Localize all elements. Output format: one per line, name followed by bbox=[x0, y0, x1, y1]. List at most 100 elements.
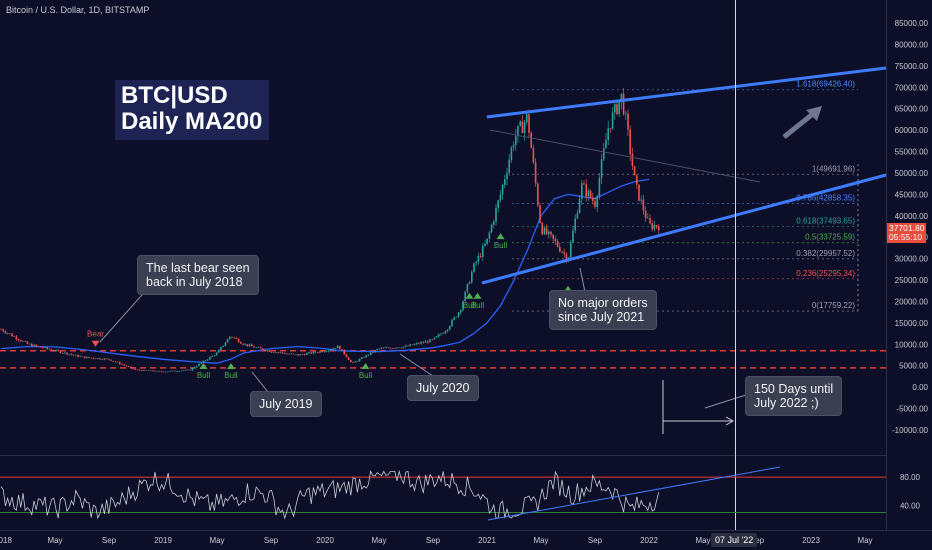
bull-marker[interactable]: Bull bbox=[463, 292, 477, 310]
date-range-measure[interactable] bbox=[662, 380, 735, 434]
fib-label-2: 0.786(42858.35) bbox=[796, 194, 855, 203]
title-line-2: Daily MA200 bbox=[121, 108, 263, 135]
symbol-header[interactable]: Bitcoin / U.S. Dollar, 1D, BITSTAMP bbox=[6, 5, 150, 15]
candle bbox=[396, 347, 398, 349]
candle bbox=[9, 333, 11, 335]
callout-no-orders[interactable]: No major orders since July 2021 bbox=[550, 291, 656, 329]
channel-lower-line[interactable] bbox=[481, 173, 887, 285]
candle bbox=[475, 260, 477, 267]
candle bbox=[171, 370, 174, 372]
candle bbox=[323, 351, 326, 353]
candle bbox=[653, 220, 656, 232]
time-tick: Sep bbox=[588, 536, 603, 545]
candle bbox=[629, 125, 631, 162]
candle bbox=[444, 330, 447, 335]
rsi-tick: 80.00 bbox=[900, 473, 921, 482]
candle bbox=[292, 353, 295, 355]
rsi-trendline[interactable] bbox=[487, 466, 781, 521]
candle bbox=[625, 110, 627, 120]
callout-july-2020[interactable]: July 2020 bbox=[408, 376, 478, 400]
candle bbox=[380, 346, 383, 350]
price-tick: 20000.00 bbox=[895, 297, 929, 306]
current-price-value: 37701.80 bbox=[889, 223, 925, 233]
candle bbox=[286, 352, 288, 355]
candle bbox=[512, 141, 515, 151]
candle bbox=[420, 340, 422, 345]
price-tick: 0.00 bbox=[912, 383, 928, 392]
candle bbox=[319, 350, 321, 354]
candle bbox=[385, 346, 387, 348]
candle bbox=[548, 229, 550, 239]
candle bbox=[556, 238, 559, 248]
rsi-panel bbox=[0, 466, 886, 521]
candle bbox=[642, 194, 645, 215]
bear-marker-label: Bear bbox=[87, 330, 104, 339]
horizontal-levels bbox=[0, 349, 886, 369]
candle bbox=[202, 360, 205, 364]
callout-last-bear-line1: The last bear seen bbox=[146, 261, 250, 275]
bull-marker[interactable]: Bull bbox=[471, 292, 485, 310]
bull-marker[interactable]: Bull bbox=[224, 363, 238, 380]
candle bbox=[308, 351, 310, 355]
candle bbox=[394, 347, 396, 349]
price-tick: 60000.00 bbox=[895, 126, 929, 135]
candle bbox=[407, 344, 409, 347]
rsi-tick: 40.00 bbox=[900, 501, 921, 510]
candle bbox=[374, 350, 376, 353]
candle bbox=[616, 102, 618, 116]
candle bbox=[222, 345, 224, 348]
candle bbox=[589, 189, 592, 200]
candle bbox=[284, 352, 286, 355]
rsi-line[interactable] bbox=[0, 469, 660, 520]
bull-marker[interactable]: Bull bbox=[494, 233, 508, 250]
candle bbox=[66, 352, 68, 356]
time-tick: 2022 bbox=[640, 536, 658, 545]
candle bbox=[317, 351, 319, 354]
candle bbox=[233, 336, 235, 339]
candle bbox=[422, 340, 425, 344]
callout-days-until[interactable]: 150 Days until July 2022 ;) bbox=[746, 377, 842, 415]
price-axis-labels: 85000.00 80000.00 75000.00 70000.00 65000.00… bbox=[892, 19, 929, 435]
candle bbox=[13, 335, 15, 337]
candle bbox=[543, 225, 546, 236]
candle bbox=[191, 367, 194, 371]
candle bbox=[365, 354, 367, 358]
callout-last-bear-line2: back in July 2018 bbox=[146, 275, 243, 289]
bull-marker[interactable]: Bull bbox=[197, 363, 211, 380]
candle bbox=[442, 332, 444, 335]
callout-last-bear[interactable]: The last bear seen back in July 2018 bbox=[138, 256, 258, 294]
candle bbox=[534, 158, 537, 187]
candle bbox=[539, 202, 541, 224]
candle bbox=[59, 350, 62, 354]
fib-label-1: 1(49691.96) bbox=[812, 164, 855, 173]
candle bbox=[455, 316, 458, 318]
candle bbox=[77, 354, 79, 358]
candle bbox=[44, 346, 46, 349]
candle bbox=[398, 347, 400, 349]
candle bbox=[488, 230, 491, 243]
callout-july-2020-text: July 2020 bbox=[416, 381, 470, 395]
bear-marker[interactable]: Bear bbox=[87, 330, 104, 347]
candle bbox=[334, 348, 337, 350]
candle bbox=[94, 358, 97, 360]
candle bbox=[354, 361, 356, 363]
channel-upper-line[interactable] bbox=[486, 66, 887, 119]
candle bbox=[57, 349, 59, 352]
candle bbox=[537, 182, 539, 208]
candle bbox=[431, 339, 433, 341]
candle bbox=[160, 370, 163, 372]
fib-label-7: 0(17759.22) bbox=[812, 301, 855, 310]
candle bbox=[50, 348, 53, 351]
candle bbox=[339, 345, 341, 350]
candle bbox=[618, 101, 620, 118]
candle bbox=[627, 109, 629, 137]
ma200-line[interactable] bbox=[0, 178, 650, 364]
candle bbox=[244, 342, 246, 346]
candle bbox=[633, 165, 636, 176]
candle bbox=[90, 357, 92, 359]
candle bbox=[273, 352, 275, 354]
candle bbox=[363, 356, 365, 358]
callout-july-2019[interactable]: July 2019 bbox=[251, 392, 321, 416]
bull-marker[interactable]: Bull bbox=[359, 363, 373, 380]
candle bbox=[418, 342, 420, 345]
